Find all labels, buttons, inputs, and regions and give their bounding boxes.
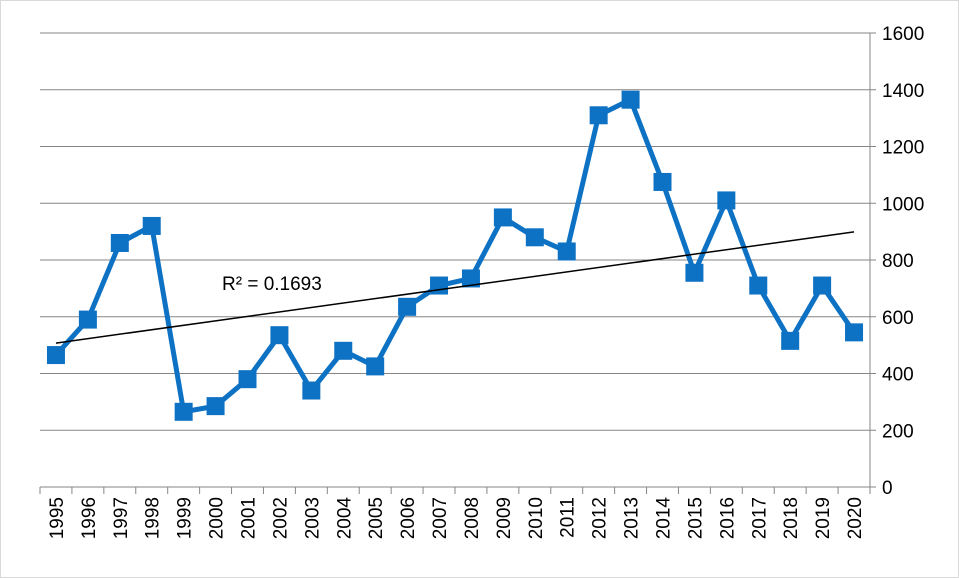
y-tick-label: 400 — [882, 365, 914, 386]
marker — [142, 216, 161, 235]
x-tick-label: 2020 — [845, 497, 866, 539]
marker — [270, 326, 289, 345]
marker — [557, 242, 576, 261]
x-tick-label: 1996 — [79, 497, 100, 539]
marker — [46, 346, 65, 365]
x-tick-label: 2011 — [558, 497, 579, 538]
x-tick-label: 2010 — [526, 497, 547, 539]
x-tick-label: 2014 — [654, 497, 675, 540]
marker — [398, 297, 417, 316]
trendline — [55, 231, 855, 344]
trendline-label: R² = 0.1693 — [222, 274, 322, 295]
marker — [845, 323, 864, 342]
x-tick-label: 2007 — [430, 497, 451, 539]
y-tick-label: 1200 — [882, 138, 924, 159]
x-tick-label: 2019 — [813, 497, 834, 539]
x-tick-label: 2017 — [749, 497, 770, 539]
x-tick-label: 2018 — [781, 497, 802, 539]
marker — [525, 228, 544, 247]
x-tick-label: 2004 — [334, 497, 355, 540]
y-tick-label: 1000 — [882, 194, 924, 215]
x-tick-label: 2015 — [685, 497, 706, 539]
marker — [781, 331, 800, 350]
x-tick-label: 2001 — [239, 497, 260, 539]
x-tick-label: 1995 — [47, 497, 68, 539]
y-tick-label: 1600 — [882, 24, 924, 45]
x-tick-label: 2008 — [462, 497, 483, 539]
marker — [366, 357, 385, 376]
marker — [813, 276, 832, 295]
x-tick-label: 1998 — [143, 497, 164, 539]
marker — [302, 381, 321, 400]
marker — [717, 191, 736, 210]
marker — [685, 263, 704, 282]
marker — [653, 172, 672, 191]
marker — [430, 276, 449, 295]
marker — [110, 233, 129, 252]
marker — [334, 341, 353, 360]
marker — [621, 90, 640, 109]
y-tick-label: 1400 — [882, 81, 924, 102]
x-tick-label: 2002 — [270, 497, 291, 539]
y-tick-label: 800 — [882, 251, 914, 272]
x-tick-label: 2003 — [302, 497, 323, 539]
x-tick-label: 1999 — [175, 497, 196, 539]
x-tick-label: 2009 — [494, 497, 515, 539]
marker — [174, 402, 193, 421]
marker — [206, 397, 225, 416]
x-tick-label: 2006 — [398, 497, 419, 539]
marker — [461, 269, 480, 288]
y-tick-label: 0 — [882, 478, 893, 499]
marker — [589, 106, 608, 125]
marker — [238, 370, 257, 389]
y-tick-label: 600 — [882, 308, 914, 329]
x-tick-label: 2016 — [717, 497, 738, 539]
marker — [749, 276, 768, 295]
marker — [493, 208, 512, 227]
x-tick-label: 2000 — [207, 497, 228, 539]
x-tick-label: 2012 — [590, 497, 611, 539]
x-tick-label: 2005 — [366, 497, 387, 539]
x-tick-label: 1997 — [111, 497, 132, 539]
marker — [78, 310, 97, 329]
x-tick-label: 2013 — [622, 497, 643, 539]
y-tick-label: 200 — [882, 421, 914, 442]
